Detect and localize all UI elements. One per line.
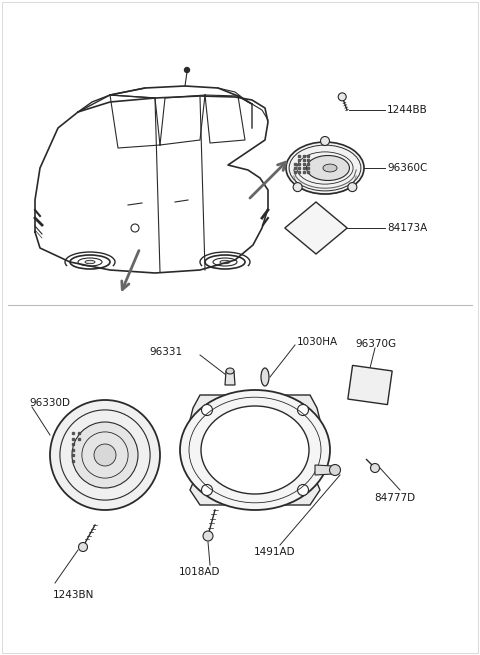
Polygon shape [225, 371, 235, 385]
Circle shape [298, 405, 309, 415]
Text: 96360C: 96360C [387, 163, 427, 173]
Circle shape [371, 464, 380, 472]
Circle shape [298, 485, 309, 495]
Ellipse shape [220, 260, 230, 264]
Circle shape [184, 67, 190, 73]
Circle shape [202, 405, 213, 415]
Text: 1030HA: 1030HA [297, 337, 338, 347]
Text: 96330D: 96330D [29, 398, 71, 408]
Text: 1244BB: 1244BB [387, 105, 428, 115]
Circle shape [94, 444, 116, 466]
Circle shape [202, 485, 213, 495]
Text: 84777D: 84777D [374, 493, 416, 503]
Polygon shape [285, 202, 347, 254]
Polygon shape [315, 465, 333, 475]
Polygon shape [190, 478, 320, 505]
Ellipse shape [286, 142, 364, 194]
Ellipse shape [85, 260, 95, 264]
Ellipse shape [180, 390, 330, 510]
Circle shape [293, 183, 302, 192]
Text: 96370G: 96370G [355, 339, 396, 349]
Ellipse shape [201, 406, 309, 494]
Text: 1491AD: 1491AD [254, 547, 296, 557]
Text: 96331: 96331 [150, 347, 183, 357]
Text: 1018AD: 1018AD [179, 567, 221, 577]
Polygon shape [190, 395, 320, 420]
Circle shape [72, 422, 138, 488]
Circle shape [338, 93, 346, 101]
Text: 1243BN: 1243BN [52, 590, 94, 600]
Ellipse shape [261, 368, 269, 386]
Polygon shape [348, 365, 392, 405]
Circle shape [203, 531, 213, 541]
Ellipse shape [323, 164, 337, 172]
Circle shape [348, 183, 357, 192]
Circle shape [329, 464, 340, 476]
Circle shape [321, 136, 329, 145]
Ellipse shape [307, 155, 349, 181]
Circle shape [50, 400, 160, 510]
Text: 84173A: 84173A [387, 223, 427, 233]
Ellipse shape [226, 368, 234, 374]
Circle shape [79, 542, 87, 552]
